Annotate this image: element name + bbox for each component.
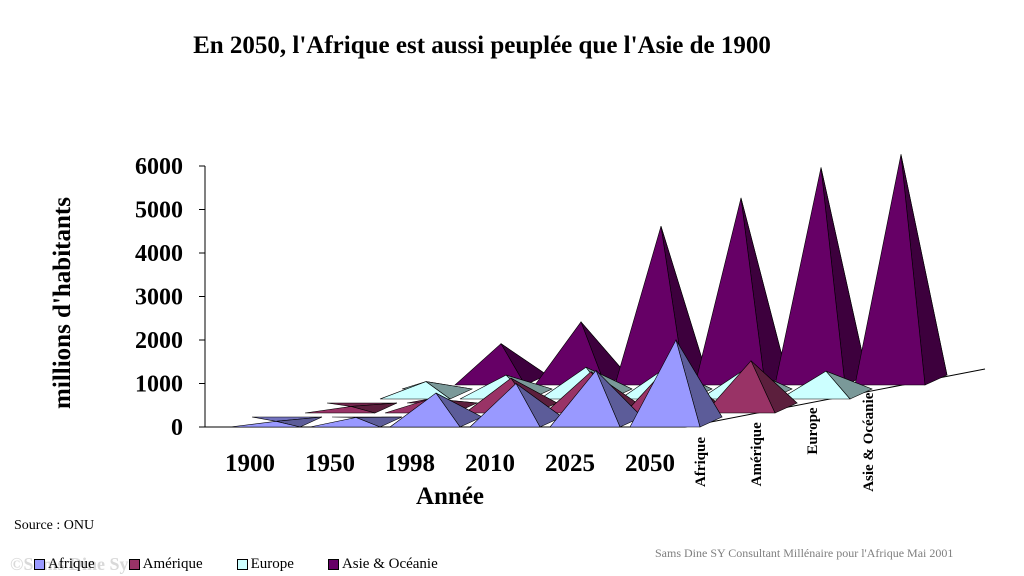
series-depth-label: Asie & Océanie bbox=[861, 392, 877, 491]
credit-note: Sams Dine SY Consultant Millénaire pour … bbox=[655, 546, 954, 560]
y-tick-label: 0 bbox=[171, 415, 183, 441]
legend-item: Afrique bbox=[34, 556, 95, 573]
series-depth-label: Amérique bbox=[749, 422, 765, 486]
data-mark bbox=[704, 360, 776, 414]
data-mark bbox=[379, 381, 451, 400]
source-note: Source : ONU bbox=[14, 518, 95, 533]
y-tick-label: 3000 bbox=[135, 285, 183, 311]
legend-label: Asie & Océanie bbox=[341, 556, 438, 572]
chart-title: En 2050, l'Afrique est aussi peuplée que… bbox=[193, 32, 771, 59]
legend-item: Amérique bbox=[128, 556, 203, 573]
series-depth-label: Europe bbox=[805, 407, 821, 455]
series-depth-label: Afrique bbox=[693, 437, 709, 487]
data-mark bbox=[629, 339, 701, 428]
data-mark bbox=[229, 421, 301, 428]
legend-swatch bbox=[128, 559, 140, 571]
x-tick-label: 1950 bbox=[305, 450, 355, 477]
x-tick-label: 1900 bbox=[225, 450, 275, 477]
y-axis-label: millions d'habitants bbox=[49, 197, 76, 409]
legend-swatch bbox=[34, 559, 45, 571]
x-tick-label: 1998 bbox=[385, 450, 435, 477]
y-tick-label: 1000 bbox=[135, 372, 183, 398]
x-tick-label: 2010 bbox=[465, 450, 515, 477]
data-mark bbox=[389, 392, 461, 428]
data-mark bbox=[304, 406, 376, 414]
legend-item: Asie & Océanie bbox=[327, 556, 438, 573]
legend-swatch bbox=[236, 559, 248, 571]
x-tick-label: 2050 bbox=[625, 450, 675, 477]
legend-label: Afrique bbox=[48, 556, 95, 572]
data-mark bbox=[549, 369, 621, 428]
data-mark bbox=[469, 383, 541, 428]
y-tick-label: 6000 bbox=[135, 154, 183, 180]
legend-label: Amérique bbox=[142, 556, 203, 572]
y-tick-label: 4000 bbox=[135, 241, 183, 267]
legend-label: Europe bbox=[250, 556, 294, 572]
y-tick-label: 5000 bbox=[135, 198, 183, 224]
y-tick-label: 2000 bbox=[135, 328, 183, 354]
data-mark bbox=[854, 154, 926, 386]
legend: Afrique Amérique Europe Asie & Océanie bbox=[34, 556, 472, 573]
legend-swatch bbox=[327, 559, 339, 571]
data-mark bbox=[778, 370, 851, 400]
legend-item: Europe bbox=[236, 556, 294, 573]
x-tick-label: 2025 bbox=[545, 450, 595, 477]
x-axis-label: Année bbox=[416, 483, 484, 510]
data-mark bbox=[309, 417, 381, 428]
